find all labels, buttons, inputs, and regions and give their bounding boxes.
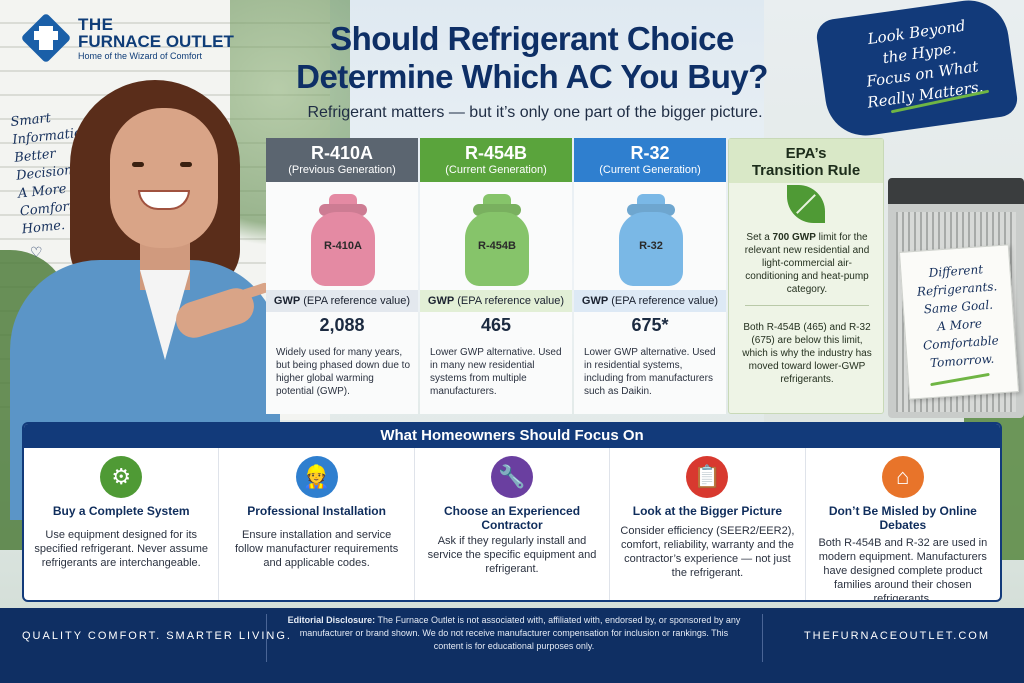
divider — [266, 614, 267, 662]
focus-heading: What Homeowners Should Focus On — [24, 424, 1000, 448]
refrigerant-description: Widely used for many years, but being ph… — [276, 347, 410, 397]
logo-line-1: THE — [78, 14, 114, 34]
page-title: Should Refrigerant Choice Determine Whic… — [272, 20, 792, 96]
focus-item-title: Buy a Complete System — [52, 504, 190, 518]
logo-mark-icon — [20, 12, 72, 64]
divider — [762, 614, 763, 662]
focus-item-desc: Both R-454B and R-32 are used in modern … — [818, 537, 988, 602]
epa-rule-text: Set a 700 GWP limit for the relevant new… — [744, 232, 870, 295]
focus-panel: What Homeowners Should Focus On ⚙ Buy a … — [22, 422, 1002, 602]
title-line-2: Determine Which AC You Buy? — [296, 58, 768, 95]
footer-slogan: QUALITY COMFORT. SMARTER LIVING. — [22, 630, 292, 642]
refrigerant-description: Lower GWP alternative. Used in many new … — [430, 347, 562, 397]
wrench-icon: 🔧 — [491, 456, 534, 498]
focus-item-desc: Ensure installation and service follow m… — [234, 529, 399, 569]
focus-item: 📋 Look at the Bigger Picture Consider ef… — [610, 448, 806, 600]
refrigerant-header: R-454B (Current Generation) — [420, 138, 572, 182]
gwp-value: 465 — [480, 315, 512, 335]
focus-item-title: Choose an Experienced Contractor — [443, 504, 581, 532]
focus-item: 🔧 Choose an Experienced Contractor Ask i… — [415, 448, 611, 600]
technician-icon: 👷 — [295, 456, 338, 498]
epa-note-text: Both R-454B (465) and R-32 (675) are bel… — [742, 322, 872, 385]
brand-logo[interactable]: THE FURNACE OUTLET Home of the Wizard of… — [20, 12, 234, 64]
refrigerant-tank-icon: R-410A — [311, 194, 375, 286]
focus-item-desc: Ask if they regularly install and servic… — [427, 535, 597, 575]
gear-icon: ⚙ — [100, 456, 143, 498]
refrigerant-tank-icon: R-454B — [465, 194, 529, 286]
focus-item-title: Look at the Bigger Picture — [632, 504, 783, 518]
refrigerant-column: R-410A (Previous Generation) R-410A GWP … — [266, 138, 418, 414]
refrigerant-name: R-32 — [630, 143, 670, 163]
gwp-label: GWP (EPA reference value) — [266, 290, 418, 312]
editorial-disclosure: Editorial Disclosure: The Furnace Outlet… — [287, 615, 741, 651]
gwp-value: 675* — [631, 315, 669, 335]
tank-label: R-410A — [324, 240, 362, 252]
logo-line-2: FURNACE OUTLET — [78, 31, 234, 51]
logo-tagline: Home of the Wizard of Comfort — [78, 50, 203, 61]
focus-item: ⌂ Don’t Be Misled by Online Debates Both… — [806, 448, 1000, 602]
refrigerant-header: R-32 (Current Generation) — [574, 138, 726, 182]
note-card-text: Different Refrigerants. Same Goal. A Mor… — [916, 262, 1000, 371]
focus-item: ⚙ Buy a Complete System Use equipment de… — [24, 448, 220, 600]
home-icon: ⌂ — [881, 456, 924, 498]
refrigerant-name: R-410A — [310, 143, 374, 163]
gwp-label: GWP (EPA reference value) — [574, 290, 726, 312]
refrigerant-column: R-454B (Current Generation) R-454B GWP (… — [420, 138, 572, 414]
clipboard-icon: 📋 — [686, 456, 729, 498]
refrigerant-column: R-32 (Current Generation) R-32 GWP (EPA … — [574, 138, 726, 414]
focus-item-title: Professional Installation — [247, 504, 386, 518]
refrigerant-generation: (Current Generation) — [599, 164, 701, 176]
refrigerant-comparison: R-410A (Previous Generation) R-410A GWP … — [266, 138, 726, 414]
refrigerant-tank-icon: R-32 — [619, 194, 683, 286]
refrigerant-name: R-454B — [464, 143, 528, 163]
footer-website-link[interactable]: THEFURNACEOUTLET.COM — [803, 630, 990, 642]
heart-icon: ♡ — [30, 244, 43, 260]
focus-item: 👷 Professional Installation Ensure insta… — [219, 448, 415, 600]
focus-item-title: Don’t Be Misled by Online Debates — [828, 504, 977, 532]
divider — [745, 305, 869, 306]
focus-item-desc: Use equipment designed for its specified… — [34, 529, 209, 569]
refrigerant-generation: (Previous Generation) — [288, 164, 396, 176]
refrigerant-description: Lower GWP alternative. Used in residenti… — [584, 347, 716, 397]
refrigerant-generation: (Current Generation) — [445, 164, 547, 176]
gwp-value: 2,088 — [319, 315, 365, 335]
page-subtitle: Refrigerant matters — but it’s only one … — [307, 104, 763, 121]
focus-item-desc: Consider efficiency (SEER2/EER2), comfor… — [620, 525, 795, 579]
gwp-label: GWP (EPA reference value) — [420, 290, 572, 312]
tank-label: R-32 — [639, 240, 663, 252]
title-line-1: Should Refrigerant Choice — [330, 20, 734, 57]
epa-transition-rule-card: EPA’s Transition Rule Set a 700 GWP limi… — [728, 138, 884, 414]
tank-label: R-454B — [478, 240, 516, 252]
epa-title: EPA’s Transition Rule — [729, 139, 883, 183]
footer: QUALITY COMFORT. SMARTER LIVING. Editori… — [0, 608, 1024, 683]
refrigerant-header: R-410A (Previous Generation) — [266, 138, 418, 182]
